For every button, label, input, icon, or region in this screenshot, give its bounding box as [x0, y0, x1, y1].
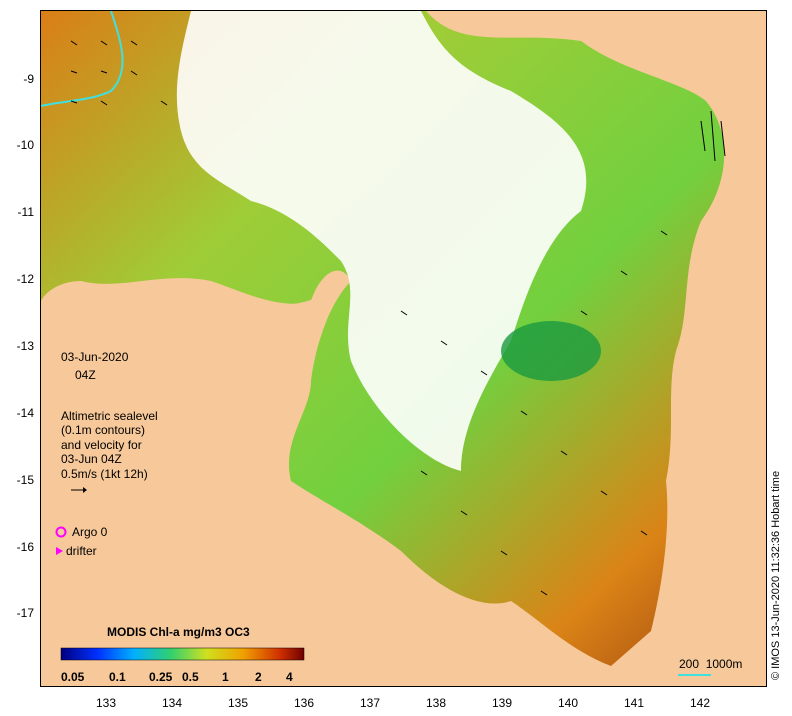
velocity-for: and velocity for — [61, 438, 142, 452]
y-tick-label: -12 — [16, 272, 34, 286]
colorbar — [60, 647, 305, 661]
velocity-title: Altimetric sealevel — [61, 409, 158, 423]
y-tick-label: -14 — [16, 406, 34, 420]
y-tick-label: -11 — [17, 205, 34, 219]
east-land — [681, 11, 766, 686]
x-tick-label: 142 — [689, 696, 711, 710]
x-tick-label: 136 — [293, 696, 315, 710]
colorbar-tick: 1 — [222, 670, 229, 684]
x-tick-label: 134 — [161, 696, 183, 710]
credit-text: © IMOS 13-Jun-2020 11:32:36 Hobart time — [770, 470, 782, 680]
x-tick-label: 133 — [95, 696, 117, 710]
colorbar-tick: 0.5 — [182, 670, 199, 684]
colorbar-tick: 0.1 — [109, 670, 126, 684]
x-tick-label: 135 — [227, 696, 249, 710]
velocity-time: 03-Jun 04Z — [61, 452, 122, 466]
y-tick-label: -15 — [16, 473, 34, 487]
y-tick-label: -16 — [16, 540, 34, 554]
y-tick-label: -13 — [16, 339, 34, 353]
map-time: 04Z — [75, 368, 96, 382]
argo-label: Argo 0 — [72, 525, 108, 539]
map-canvas[interactable]: 03-Jun-2020 04Z Altimetric sealevel (0.1… — [40, 10, 767, 687]
velocity-scale: 0.5m/s (1kt 12h) — [61, 467, 148, 481]
altimetry-contour — [41, 11, 124, 107]
cloud-mask — [176, 11, 587, 471]
depth-scale-label: 200 1000m — [679, 657, 743, 671]
y-tick-label: -9 — [23, 72, 34, 86]
map-date: 03-Jun-2020 — [61, 350, 129, 364]
x-tick-label: 138 — [425, 696, 447, 710]
velocity-arrows — [70, 40, 726, 596]
colorbar-tick: 0.25 — [149, 670, 173, 684]
south-land — [41, 281, 601, 686]
y-tick-label: -17 — [16, 606, 34, 620]
drifter-marker — [56, 547, 63, 555]
colorbar-tick: 2 — [255, 670, 262, 684]
colorbar-tick: 0.05 — [61, 670, 85, 684]
argo-marker — [55, 526, 67, 538]
x-tick-label: 140 — [557, 696, 579, 710]
colorbar-tick: 4 — [286, 670, 293, 684]
velocity-contours: (0.1m contours) — [61, 423, 146, 437]
y-tick-label: -10 — [16, 138, 34, 152]
drifter-label: drifter — [66, 544, 97, 558]
x-tick-label: 139 — [491, 696, 513, 710]
x-tick-label: 141 — [623, 696, 645, 710]
chl-patch — [501, 321, 601, 381]
map-svg — [41, 11, 766, 686]
colorbar-title: MODIS Chl-a mg/m3 OC3 — [107, 625, 250, 639]
x-tick-label: 137 — [359, 696, 381, 710]
